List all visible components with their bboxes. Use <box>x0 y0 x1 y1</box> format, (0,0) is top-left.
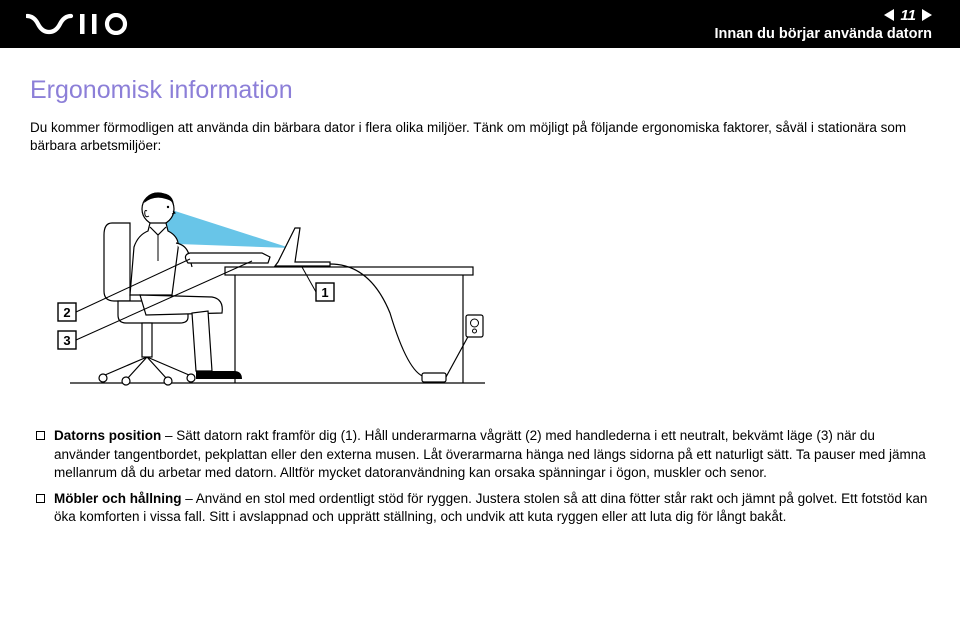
page-nav: 11 <box>714 7 932 24</box>
page-number: 11 <box>900 7 916 24</box>
bullet-list: Datorns position – Sätt datorn rakt fram… <box>30 427 930 526</box>
vaio-logo <box>26 13 136 35</box>
page-title: Ergonomisk information <box>30 76 930 105</box>
list-item: Möbler och hållning – Använd en stol med… <box>30 490 930 526</box>
label-2: 2 <box>58 303 76 321</box>
section-title: Innan du börjar använda datorn <box>714 26 932 42</box>
label-3: 3 <box>58 331 76 349</box>
item-body: – Sätt datorn rakt framför dig (1). Håll… <box>54 428 926 479</box>
item-lead: Möbler och hållning <box>54 491 182 506</box>
intro-text: Du kommer förmodligen att använda din bä… <box>30 119 930 155</box>
page-header: 11 Innan du börjar använda datorn <box>0 0 960 48</box>
prev-page-icon[interactable] <box>884 9 894 21</box>
label-1: 1 <box>316 283 334 301</box>
list-item: Datorns position – Sätt datorn rakt fram… <box>30 427 930 482</box>
content-area: Ergonomisk information Du kommer förmodl… <box>0 48 960 527</box>
item-body: – Använd en stol med ordentligt stöd för… <box>54 491 927 524</box>
next-page-icon[interactable] <box>922 9 932 21</box>
ergonomic-illustration: 1 2 3 <box>30 173 510 408</box>
svg-text:2: 2 <box>63 305 70 320</box>
header-right: 11 Innan du börjar använda datorn <box>714 7 932 42</box>
svg-text:3: 3 <box>63 333 70 348</box>
item-lead: Datorns position <box>54 428 161 443</box>
svg-text:1: 1 <box>321 285 328 300</box>
